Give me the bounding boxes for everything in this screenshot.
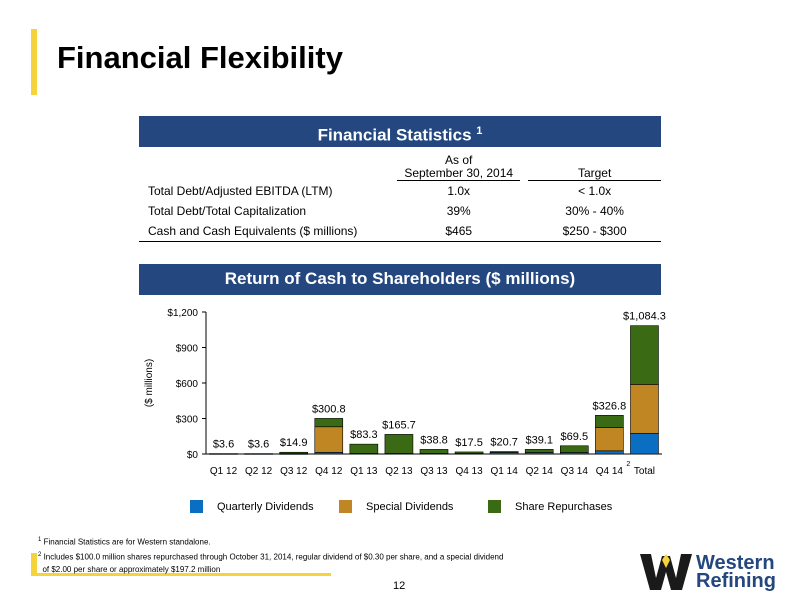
logo-text-western: Western: [696, 552, 775, 574]
legend-swatch-special: [339, 500, 352, 513]
bar-segment-special-dividends: [595, 427, 624, 452]
x-tick-label: Total: [634, 466, 655, 477]
bar-segment-quarterly-dividends: [244, 453, 273, 455]
row-target: < 1.0x: [578, 184, 612, 198]
title-accent-bar: [31, 29, 37, 95]
footer-accent-line: [31, 573, 331, 576]
slide-title: Financial Flexibility: [57, 40, 343, 75]
x-tick-label: Q1 13: [350, 466, 378, 477]
x-tick-label: Q3 12: [280, 466, 308, 477]
as-of-label: As of: [445, 153, 473, 167]
financial-statistics-header: Financial Statistics 1: [139, 116, 661, 147]
row-target: $250 - $300: [528, 221, 661, 242]
bar-segment-special-dividends: [314, 426, 344, 453]
footnote-2-cont: of $2.00 per share or approximately $197…: [42, 565, 221, 575]
legend-label: Special Dividends: [366, 500, 454, 513]
table-row: Cash and Cash Equivalents ($ millions) $…: [139, 221, 661, 242]
legend-label: Quarterly Dividends: [217, 500, 314, 513]
x-tick-footnote-ref: 2: [626, 461, 630, 468]
legend-swatch-quarterly: [190, 500, 203, 513]
bar-total-label: $326.8: [593, 400, 627, 412]
row-asof: $465: [396, 221, 521, 242]
return-of-cash-chart: $0 $300 $600 $900 $1,200 ($ millions) $3.6 Q1 1…: [144, 308, 666, 477]
bar-total-label: $3.6: [213, 439, 234, 451]
footer-accent-bar: [31, 553, 37, 575]
bar-total-label: $20.7: [490, 437, 518, 449]
financial-statistics-title: Financial Statistics: [317, 125, 472, 145]
as-of-header: As of September 30, 2014: [396, 150, 521, 181]
y-tick-label: $1,200: [167, 308, 198, 319]
x-tick-label: Q2 14: [526, 466, 554, 477]
as-of-date: September 30, 2014: [404, 166, 514, 180]
y-axis-label: ($ millions): [144, 359, 155, 407]
bar-total-label: $3.6: [248, 439, 269, 451]
return-of-cash-header: Return of Cash to Shareholders ($ millio…: [139, 264, 661, 295]
x-tick-label: Q2 12: [245, 466, 273, 477]
bar-segment-share-repurchases: [524, 449, 554, 453]
page-number: 12: [393, 580, 406, 592]
x-tick-label: Q4 12: [315, 466, 343, 477]
bar-total-label: $83.3: [350, 429, 378, 441]
bar-segment-share-repurchases: [630, 325, 659, 385]
bar-segment-share-repurchases: [384, 434, 414, 454]
table-row: Total Debt/Adjusted EBITDA (LTM) 1.0x < …: [139, 181, 661, 202]
western-w-logo-icon: [640, 554, 692, 590]
y-tick-label: $600: [176, 379, 199, 390]
footnotes: 1 Financial Statistics are for Western s…: [38, 534, 503, 576]
bar-total-label: $14.9: [280, 437, 308, 449]
row-label: Total Debt/Total Capitalization: [148, 204, 307, 218]
bar-segment-share-repurchases: [349, 443, 379, 454]
legend-swatch-repurchases: [488, 500, 501, 513]
x-tick-label: Q3 13: [420, 466, 448, 477]
bar-total-label: $165.7: [382, 419, 416, 431]
x-tick-label: Q1 12: [210, 466, 238, 477]
bar-total-label: $300.8: [312, 403, 346, 415]
footnote-1: 1 Financial Statistics are for Western s…: [38, 537, 211, 547]
bar-total-label: $39.1: [525, 434, 553, 446]
legend-item-repurchases: Share Repurchases: [488, 500, 612, 513]
y-tick-label: $300: [176, 415, 199, 426]
bar-segment-share-repurchases: [314, 418, 344, 428]
bar-total-label: $69.5: [561, 431, 589, 443]
bar-segment-quarterly-dividends: [209, 453, 238, 455]
blank-header: [139, 150, 397, 181]
bar-segment-share-repurchases: [279, 451, 308, 454]
target-header: Target: [528, 150, 661, 181]
legend-item-quarterly: Quarterly Dividends: [190, 500, 314, 513]
row-label: Cash and Cash Equivalents ($ millions): [139, 221, 397, 242]
western-refining-logo: Western Refining: [640, 552, 790, 592]
x-tick-label: Q4 14: [596, 466, 624, 477]
logo-text-refining: Refining: [696, 570, 776, 592]
table-row: Total Debt/Total Capitalization 39% 30% …: [139, 201, 661, 221]
bar-total-label: $1,084.3: [623, 311, 666, 323]
bar-segment-quarterly-dividends: [630, 432, 659, 455]
x-tick-label: Q1 14: [491, 466, 519, 477]
bar-total-label: $17.5: [455, 437, 483, 449]
row-asof: 39%: [446, 204, 471, 218]
bar-total-label: $38.8: [420, 434, 448, 446]
x-tick-label: Q3 14: [561, 466, 589, 477]
y-tick-label: $900: [176, 344, 199, 355]
bar-segment-quarterly-dividends: [595, 450, 624, 455]
legend-item-special: Special Dividends: [339, 500, 453, 513]
x-tick-label: Q4 13: [455, 466, 483, 477]
bar-segment-share-repurchases: [489, 451, 519, 453]
financial-statistics-table: As of September 30, 2014 Target Total De…: [139, 150, 661, 242]
footnote-2: 2 Includes $100.0 million shares repurch…: [38, 551, 504, 562]
bar-segment-special-dividends: [630, 384, 659, 434]
row-target: 30% - 40%: [565, 204, 624, 218]
bar-segment-share-repurchases: [595, 415, 624, 428]
footnote-ref-1: 1: [476, 125, 483, 137]
bar-segment-share-repurchases: [454, 451, 484, 454]
x-tick-label: Q2 13: [385, 466, 413, 477]
bar-segment-share-repurchases: [419, 449, 449, 454]
row-label: Total Debt/Adjusted EBITDA (LTM): [148, 183, 333, 198]
y-tick-label: $0: [187, 450, 199, 461]
legend-label: Share Repurchases: [515, 500, 613, 513]
row-asof: 1.0x: [447, 184, 471, 198]
bar-segment-share-repurchases: [560, 445, 589, 453]
